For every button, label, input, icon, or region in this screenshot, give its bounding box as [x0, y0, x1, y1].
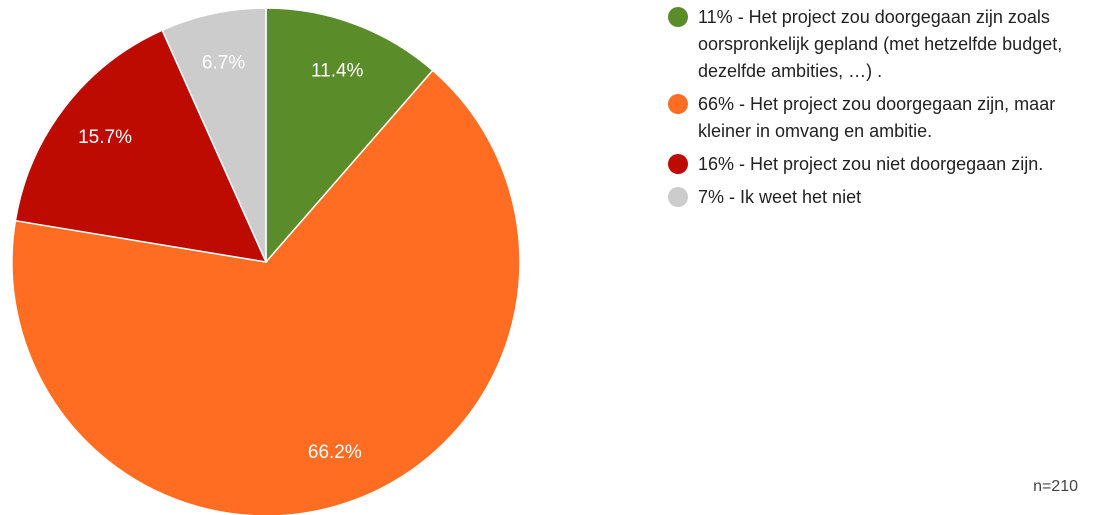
slice-label: 11.4% [311, 61, 364, 82]
legend-item: 66% - Het project zou doorgegaan zijn, m… [668, 91, 1088, 145]
pie-slice [161, 7, 267, 263]
legend-swatch [668, 187, 688, 207]
legend-swatch [668, 154, 688, 174]
pie-slice [11, 69, 521, 515]
legend-swatch [668, 94, 688, 114]
slice-label: 6.7% [202, 52, 245, 73]
slice-label: 15.7% [78, 127, 132, 148]
legend-label: 16% - Het project zou niet doorgegaan zi… [698, 154, 1044, 174]
annotation: n=210 [1033, 478, 1078, 495]
legend-label: 66% - Het project zou doorgegaan zijn, m… [698, 94, 1056, 141]
legend-swatch [668, 7, 688, 27]
pie-slice [14, 29, 268, 263]
slice-label: 66.2% [308, 442, 362, 463]
legend-item: 7% - Ik weet het niet [668, 184, 1088, 211]
legend-label: 11% - Het project zou doorgegaan zijn zo… [698, 7, 1063, 81]
legend-label: 7% - Ik weet het niet [698, 187, 862, 207]
legend-item: 11% - Het project zou doorgegaan zijn zo… [668, 4, 1088, 85]
pie: 11.4% 66.2% 15.7% 6.7% [11, 7, 521, 515]
legend-item: 16% - Het project zou niet doorgegaan zi… [668, 151, 1088, 178]
legend: 11% - Het project zou doorgegaan zijn zo… [668, 4, 1088, 217]
pie-slice [265, 7, 434, 265]
